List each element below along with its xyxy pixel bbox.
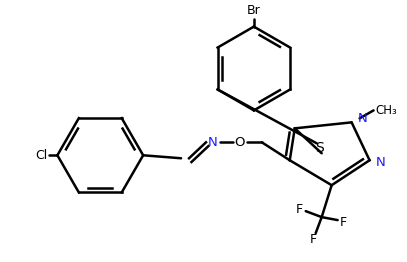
Text: CH₃: CH₃ bbox=[376, 104, 397, 117]
Text: N: N bbox=[358, 112, 368, 125]
Text: N: N bbox=[376, 156, 385, 169]
Text: Br: Br bbox=[247, 4, 261, 17]
Text: S: S bbox=[315, 141, 324, 155]
Text: F: F bbox=[340, 216, 347, 229]
Text: Cl: Cl bbox=[35, 149, 47, 162]
Text: F: F bbox=[296, 203, 303, 216]
Text: O: O bbox=[235, 136, 245, 149]
Text: N: N bbox=[208, 136, 218, 149]
Text: F: F bbox=[310, 233, 317, 245]
